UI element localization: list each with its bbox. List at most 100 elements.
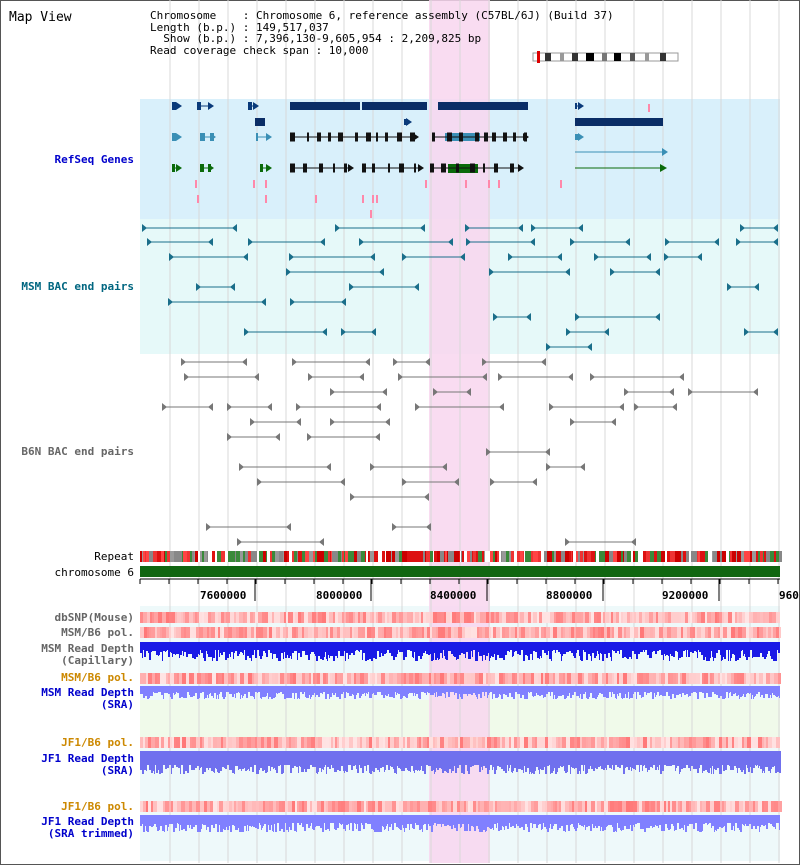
- depth-bar: [464, 815, 466, 831]
- depth-bar: [336, 686, 338, 697]
- depth-bar: [444, 815, 446, 826]
- depth-bar: [659, 686, 660, 696]
- depth-bar: [688, 686, 689, 697]
- heat-cell: [734, 737, 738, 748]
- heat-cell: [766, 673, 770, 684]
- heat-cell: [226, 612, 230, 623]
- heat-cell: [478, 801, 480, 812]
- heat-cell: [470, 737, 473, 748]
- depth-bar: [197, 751, 199, 766]
- depth-bar: [407, 751, 408, 770]
- heat-cell: [717, 737, 719, 748]
- depth-bar: [753, 642, 755, 657]
- heat-cell: [433, 612, 435, 623]
- depth-bar: [483, 815, 485, 830]
- depth-bar: [766, 642, 767, 657]
- heat-cell: [143, 737, 145, 748]
- depth-bar: [663, 642, 664, 660]
- depth-bar: [340, 815, 341, 824]
- heat-cell: [770, 673, 774, 684]
- heat-cell: [437, 737, 440, 748]
- depth-bar: [260, 686, 261, 698]
- depth-bar: [190, 815, 191, 825]
- heat-cell: [308, 627, 312, 638]
- depth-bar: [530, 642, 532, 654]
- depth-bar: [258, 751, 259, 774]
- depth-bar: [148, 642, 149, 653]
- depth-bar: [400, 686, 401, 699]
- heat-cell: [171, 627, 174, 638]
- depth-bar: [592, 815, 593, 824]
- heat-cell: [699, 737, 703, 748]
- heat-cell: [598, 673, 602, 684]
- depth-bar: [155, 751, 156, 765]
- depth-bar: [394, 815, 396, 823]
- depth-bar: [564, 751, 565, 771]
- depth-bar: [232, 686, 234, 697]
- depth-bar: [169, 751, 171, 765]
- heat-cell: [420, 801, 424, 812]
- depth-bar: [538, 751, 539, 770]
- depth-bar: [168, 686, 170, 694]
- heat-cell: [311, 673, 313, 684]
- heat-cell: [217, 801, 219, 812]
- heat-cell: [202, 612, 204, 623]
- depth-bar: [247, 815, 248, 825]
- repeat-segment: [444, 551, 445, 562]
- repeat-segment: [208, 551, 212, 562]
- depth-bar: [580, 751, 581, 774]
- depth-bar: [666, 815, 667, 824]
- depth-bar: [435, 642, 437, 660]
- depth-bar: [319, 751, 321, 768]
- depth-bar: [254, 642, 255, 650]
- heat-cell: [634, 627, 638, 638]
- depth-bar: [556, 642, 558, 650]
- depth-bar: [598, 686, 599, 695]
- bac-end: [466, 388, 471, 396]
- depth-bar: [298, 751, 299, 773]
- heat-cell: [665, 673, 668, 684]
- depth-bar: [421, 751, 422, 766]
- depth-bar: [517, 686, 518, 694]
- depth-bar: [266, 686, 267, 696]
- heat-cell: [478, 737, 482, 748]
- depth-bar: [435, 751, 436, 772]
- depth-bar: [593, 751, 595, 771]
- depth-bar: [212, 642, 213, 661]
- heat-cell: [326, 612, 329, 623]
- heat-cell: [776, 627, 779, 638]
- repeat-segment: [140, 551, 142, 562]
- depth-bar: [415, 642, 416, 661]
- gene-exon: [456, 163, 459, 173]
- heat-cell: [301, 737, 304, 748]
- depth-bar: [730, 686, 731, 692]
- heat-cell: [505, 801, 509, 812]
- heat-cell: [170, 737, 172, 748]
- bac-end: [665, 238, 670, 246]
- depth-bar: [441, 686, 442, 696]
- heat-cell: [296, 673, 299, 684]
- depth-bar: [386, 751, 388, 765]
- depth-bar: [373, 686, 374, 693]
- depth-bar: [612, 751, 613, 765]
- repeat-segment: [580, 551, 583, 562]
- heat-cell: [585, 801, 587, 812]
- depth-bar: [453, 815, 454, 825]
- repeat-segment: [618, 551, 620, 562]
- repeat-segment: [275, 551, 279, 562]
- depth-bar: [516, 815, 517, 824]
- depth-bar: [659, 815, 661, 825]
- depth-bar: [619, 686, 621, 693]
- depth-bar: [459, 686, 460, 694]
- depth-bar: [712, 751, 713, 766]
- heat-cell: [272, 673, 275, 684]
- depth-bar: [494, 751, 495, 774]
- gene-arrow: [578, 102, 584, 110]
- depth-bar: [170, 642, 171, 652]
- coverage-span-info: Read coverage check span : 10,000: [150, 43, 369, 57]
- depth-bar: [613, 751, 615, 770]
- depth-bar: [596, 642, 597, 656]
- depth-bar: [356, 686, 357, 695]
- depth-bar: [714, 751, 715, 769]
